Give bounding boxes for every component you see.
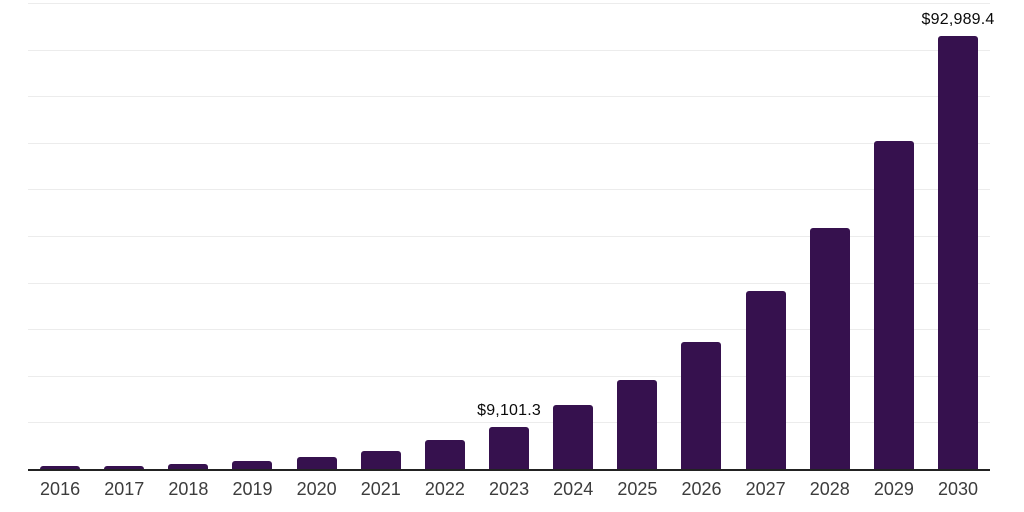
gridline (28, 3, 990, 4)
bar-column (413, 3, 477, 469)
gridline (28, 282, 990, 284)
bar-column (156, 3, 220, 469)
bar[interactable] (873, 140, 914, 469)
gridline (28, 142, 990, 144)
bar[interactable] (553, 404, 594, 469)
bar[interactable] (489, 426, 530, 469)
bar-column (734, 3, 798, 469)
x-axis-tick-label: 2021 (360, 479, 401, 499)
x-axis-tick-label: 2025 (617, 479, 658, 499)
plot-area: $9,101.3 $92,989.4 (28, 3, 994, 471)
bar-column (28, 3, 92, 469)
bar-column (862, 3, 926, 469)
bar[interactable] (168, 463, 209, 469)
x-axis-tick-label: 2017 (104, 479, 145, 499)
x-axis-tick-label: 2026 (681, 479, 722, 499)
gridline (28, 329, 990, 331)
bar[interactable] (424, 440, 465, 469)
bar[interactable] (40, 466, 81, 469)
x-axis-tick-label: 2024 (553, 479, 594, 499)
bar[interactable] (104, 465, 145, 469)
bar-column (669, 3, 733, 469)
bar-column: $92,989.4 (922, 3, 994, 469)
x-axis-tick-label: 2016 (40, 479, 81, 499)
x-axis-tick-label: 2030 (938, 479, 979, 499)
x-axis-tick-label: 2022 (424, 479, 465, 499)
x-axis-tick-labels: 2016 2017 2018 2019 2020 2021 2022 2023 2024 2025… (28, 477, 990, 501)
gridline (28, 189, 990, 191)
gridline (28, 236, 990, 237)
bar-column (220, 3, 284, 469)
x-axis-tick-label: 2019 (232, 479, 273, 499)
bar-column (798, 3, 862, 469)
x-axis-tick-label: 2029 (873, 479, 914, 499)
bar-column (349, 3, 413, 469)
bar[interactable] (809, 227, 850, 469)
bar-value-label: $92,989.4 (921, 10, 995, 28)
bar-column (285, 3, 349, 469)
bar-value-label: $9,101.3 (477, 401, 541, 419)
bar[interactable] (360, 450, 401, 469)
gridline (28, 422, 990, 424)
x-axis-tick-label: 2023 (489, 479, 530, 499)
bar[interactable] (617, 379, 658, 469)
bar-column: $9,101.3 (477, 3, 541, 469)
gridline (28, 96, 990, 98)
bar-column (541, 3, 605, 469)
gridline (28, 375, 990, 377)
bar-column (605, 3, 669, 469)
gridline (28, 49, 990, 51)
bar[interactable] (745, 290, 786, 469)
x-axis-tick-label: 2027 (745, 479, 786, 499)
bars-layer: $9,101.3 $92,989.4 (28, 3, 994, 469)
bar[interactable] (681, 341, 722, 469)
bar[interactable] (232, 461, 273, 469)
x-axis-line (28, 469, 990, 471)
x-axis-tick-label: 2020 (296, 479, 337, 499)
x-axis-tick-label: 2028 (809, 479, 850, 499)
bar[interactable] (296, 456, 337, 469)
bar-column (92, 3, 156, 469)
bar[interactable] (938, 35, 979, 469)
x-axis-tick-label: 2018 (168, 479, 209, 499)
